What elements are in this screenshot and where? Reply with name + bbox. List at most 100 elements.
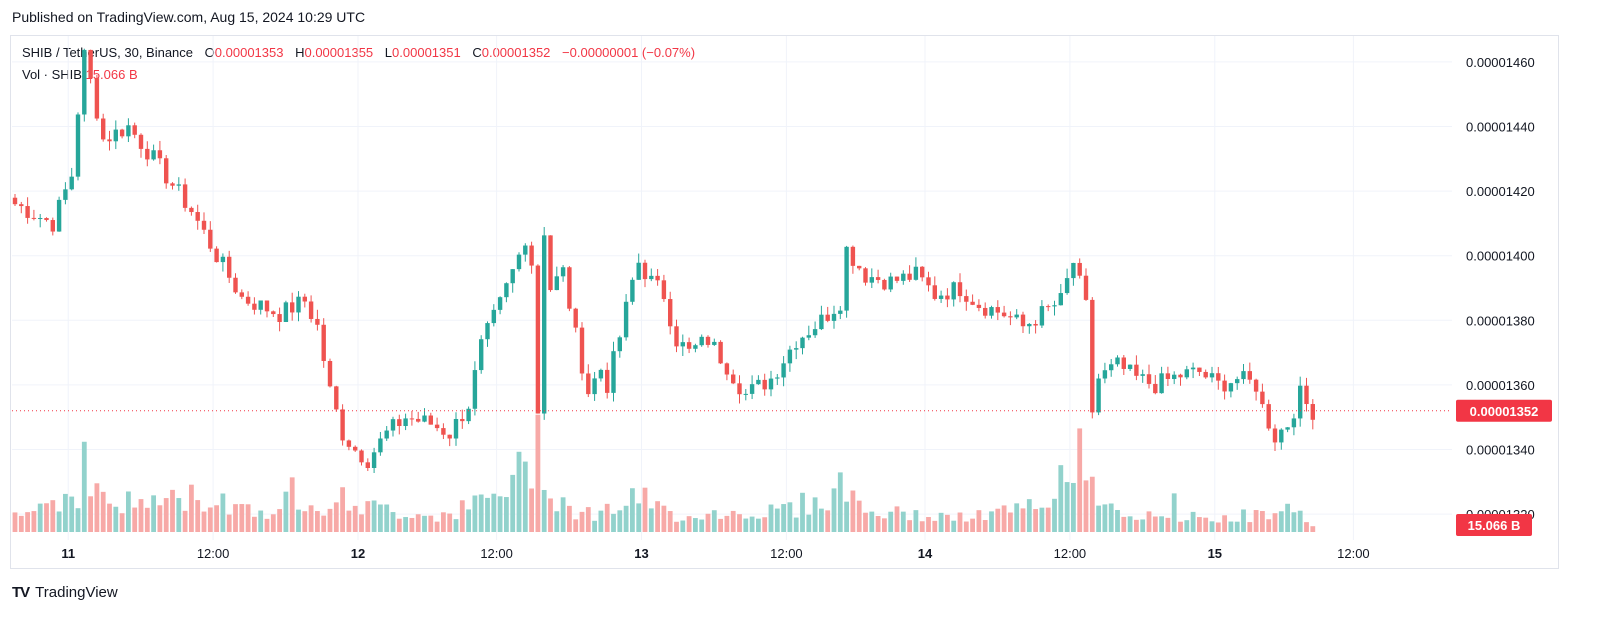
volume-bar	[1140, 519, 1146, 532]
x-tick-label: 13	[634, 546, 648, 561]
candle-body	[976, 304, 982, 308]
candle	[69, 167, 74, 191]
volume-bar	[296, 509, 301, 532]
volume-bar	[1234, 521, 1240, 532]
candle	[1310, 399, 1315, 430]
candle-body	[264, 300, 270, 312]
candle	[605, 362, 610, 399]
volume-bar	[327, 508, 333, 532]
candle-body	[170, 183, 175, 186]
candle-body	[913, 266, 919, 280]
candle-body	[573, 308, 578, 328]
volume-label[interactable]: Vol · SHIB	[22, 67, 82, 82]
volume-bar	[239, 504, 245, 532]
candle	[1178, 373, 1183, 386]
candle	[264, 300, 270, 318]
volume-bar	[472, 495, 478, 532]
candle	[623, 294, 629, 341]
volume-bar	[655, 501, 660, 532]
candle-body	[579, 327, 585, 374]
volume-bar	[642, 487, 648, 532]
volume-bar	[837, 472, 843, 532]
close-label: C	[472, 45, 482, 60]
candle	[1027, 323, 1032, 334]
candle-body	[214, 248, 219, 263]
volume-bar	[1045, 507, 1051, 532]
volume-bar	[963, 521, 969, 532]
candle	[668, 291, 673, 335]
last-volume-label: 15.066 B	[1468, 518, 1521, 533]
candle-body	[800, 337, 805, 349]
open-label: O	[204, 45, 215, 60]
candle-body	[989, 307, 994, 316]
candle-body	[1310, 404, 1315, 420]
volume-bar	[1096, 505, 1101, 532]
tradingview-brand[interactable]: TV TradingView	[12, 584, 118, 601]
candle	[762, 373, 767, 396]
candle-body	[932, 285, 937, 299]
volume-bar	[434, 521, 440, 532]
candle-body	[56, 199, 62, 232]
candle-body	[1228, 383, 1234, 392]
last-price-label: 0.00001352	[1470, 404, 1539, 419]
candle	[1033, 320, 1038, 334]
last-price-badge	[1456, 399, 1552, 422]
candle-body	[749, 384, 755, 394]
candle	[554, 266, 559, 291]
volume-bar	[100, 491, 106, 532]
candle-body	[1064, 278, 1070, 294]
volume-bar	[163, 498, 169, 532]
candle	[1228, 382, 1234, 398]
volume-bar	[567, 505, 572, 532]
candle-body	[768, 378, 774, 390]
x-tick-label: 12:00	[1337, 546, 1370, 561]
candle	[737, 375, 742, 404]
candle-body	[428, 415, 433, 425]
candle-body	[283, 302, 289, 322]
candle	[327, 358, 333, 388]
candle-body	[523, 245, 528, 255]
volume-bar	[113, 506, 119, 532]
candle-body	[844, 246, 849, 311]
candle	[1203, 369, 1208, 379]
candle-body	[825, 314, 830, 321]
candle-body	[353, 446, 358, 451]
high-label: H	[295, 45, 305, 60]
symbol-title[interactable]: SHIB / TetherUS, 30, Binance	[22, 45, 194, 60]
volume-bar	[453, 519, 459, 532]
candle	[182, 178, 188, 212]
candle-body	[567, 267, 572, 309]
volume-bar	[592, 520, 597, 532]
candle-body	[472, 370, 478, 409]
candle-body	[69, 176, 74, 190]
candle	[1285, 427, 1290, 433]
volume-bar	[787, 502, 793, 532]
candle	[857, 265, 862, 271]
candle-body	[705, 336, 711, 345]
candle-body	[220, 256, 226, 263]
candle	[1046, 304, 1051, 312]
volume-bar	[31, 511, 37, 532]
candle	[794, 341, 799, 360]
volume-bar	[289, 477, 295, 532]
candle	[1266, 399, 1271, 431]
candle-body	[806, 335, 811, 338]
candle-body	[1058, 293, 1063, 306]
candle-body	[409, 418, 415, 420]
candle	[1241, 363, 1246, 384]
candle	[907, 265, 912, 282]
chart-frame[interactable]	[10, 35, 1559, 569]
candle	[888, 272, 893, 293]
volume-bar	[252, 516, 257, 532]
volume-bar	[1203, 517, 1209, 532]
volume-bar	[201, 511, 207, 532]
candle	[636, 253, 641, 280]
candle	[781, 356, 786, 387]
candle	[365, 458, 370, 472]
candle-body	[1090, 299, 1095, 413]
volume-bar	[768, 504, 774, 532]
candle-body	[321, 324, 326, 361]
candle-body	[970, 301, 975, 305]
candle-body	[680, 342, 685, 347]
